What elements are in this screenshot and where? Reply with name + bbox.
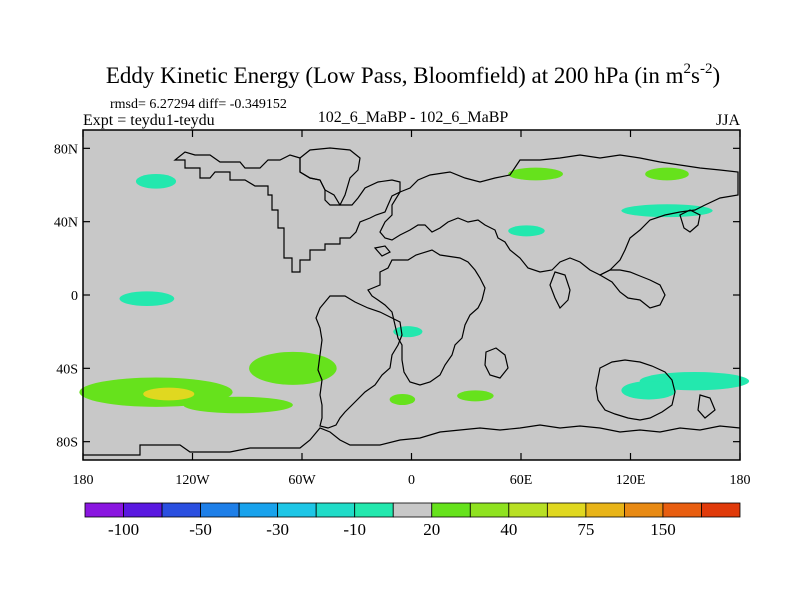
map-background [83, 130, 740, 460]
y-tick-label: 40N [54, 216, 78, 231]
y-tick-label: 80S [56, 436, 78, 451]
colorbar-swatch [431, 502, 471, 518]
x-tick-label: 120W [175, 473, 210, 488]
x-tick-label: 60E [510, 473, 533, 488]
anomaly-layer [79, 167, 750, 414]
colorbar-swatch [277, 502, 317, 518]
anomaly-north-pacific [135, 174, 177, 189]
anomaly-arctic-east [645, 167, 689, 181]
colorbar-swatch [585, 502, 625, 518]
anomaly-south-pacific-east [183, 396, 293, 414]
coastline-southeast-asia [598, 269, 666, 309]
x-tick-label: 60W [288, 473, 316, 488]
colorbar-swatch [123, 502, 163, 518]
colorbar-swatch [315, 502, 356, 518]
colorbar-swatch [546, 502, 587, 518]
coastline-antarctica [83, 424, 741, 456]
x-tick-label: 0 [408, 473, 415, 488]
chart-title: Eddy Kinetic Energy (Low Pass, Bloomfiel… [106, 61, 720, 88]
colorbar-label: -30 [266, 520, 289, 539]
colorbar-swatch [701, 502, 741, 518]
colorbar-label: 75 [577, 520, 594, 539]
coastlines [83, 147, 741, 456]
colorbar-label: 20 [423, 520, 440, 539]
season-label: JJA [716, 112, 740, 129]
colorbar-swatch [238, 502, 279, 518]
colorbar-swatch [84, 502, 124, 518]
coastline-europe-africa [367, 249, 486, 386]
colorbar-label: -10 [343, 520, 366, 539]
anomaly-africa-south [457, 390, 494, 402]
coastline-japan [679, 209, 701, 233]
colorbar-swatch [200, 502, 240, 518]
anomaly-south-atlantic [389, 394, 416, 405]
colorbar-label: 150 [650, 520, 676, 539]
stats-label: rmsd= 6.27294 diff= -0.349152 [110, 97, 287, 112]
colorbar-label: -100 [108, 520, 139, 539]
y-tick-label: 80N [54, 142, 78, 157]
axis-ticks: 180 120W 60W 0 60E 120E 180 80N 40N 0 40S 80S [54, 130, 751, 488]
coastline-new-zealand [697, 394, 716, 419]
colorbar: -100 -50 -30 -10 20 40 75 150 [84, 502, 741, 539]
colorbar-swatch [161, 502, 201, 518]
colorbar-swatch [662, 502, 702, 518]
anomaly-indian-ocean [508, 225, 545, 237]
anomaly-pacific-south-core [143, 387, 195, 401]
colorbar-label: -50 [189, 520, 212, 539]
coastline-eurasia [379, 154, 739, 276]
anomaly-south-america-west [249, 351, 337, 385]
colorbar-swatch [624, 502, 664, 518]
map-plot: 180 120W 60W 0 60E 120E 180 80N 40N 0 40S 80S [54, 129, 751, 488]
x-tick-label: 180 [73, 473, 94, 488]
colorbar-label: 40 [500, 520, 517, 539]
expt-label: Expt = teydu1-teydu [83, 112, 215, 129]
y-tick-label: 40S [56, 362, 78, 377]
anomaly-north-pacific-east [621, 204, 713, 218]
coastline-madagascar [484, 347, 509, 379]
colorbar-swatch [469, 502, 510, 518]
colorbar-swatch [354, 502, 394, 518]
colorbar-swatch [508, 502, 548, 518]
coastline-india [549, 271, 571, 310]
x-tick-label: 120E [616, 473, 646, 488]
center-label: 102_6_MaBP - 102_6_MaBP [318, 109, 509, 126]
anomaly-australia [621, 381, 677, 400]
colorbar-swatch [392, 502, 433, 518]
coastline-north-america [173, 151, 401, 273]
coastline-caribbean [373, 245, 391, 257]
y-tick-label: 0 [71, 289, 78, 304]
anomaly-siberia [508, 167, 563, 181]
coastline-greenland [299, 147, 361, 206]
x-tick-label: 180 [730, 473, 751, 488]
coastline-australia [595, 359, 676, 421]
anomaly-tropical-pacific [119, 291, 175, 306]
